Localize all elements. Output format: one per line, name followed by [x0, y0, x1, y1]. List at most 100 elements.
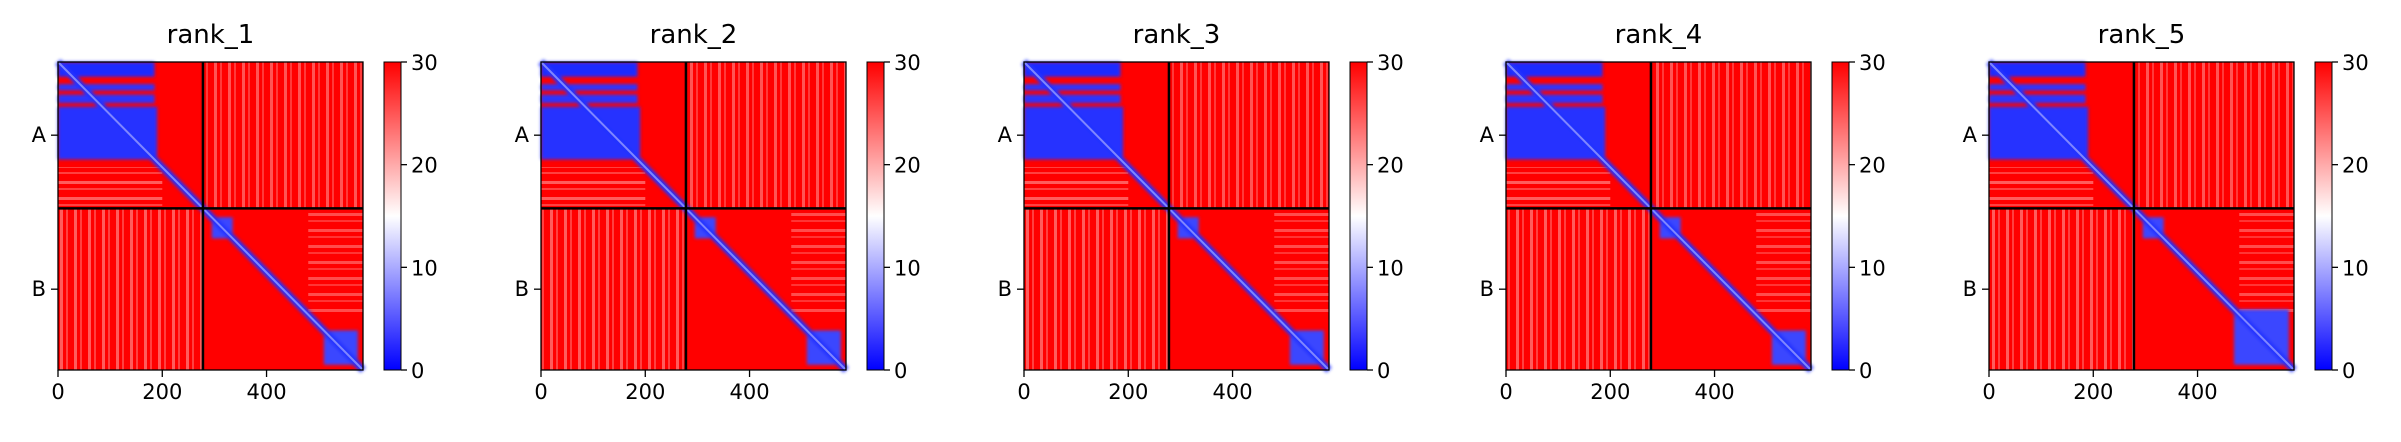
colorbar-tick-label: 20 — [1859, 154, 1886, 178]
heatmap-block-AB — [1169, 62, 1329, 209]
x-tick-label: 0 — [534, 380, 547, 404]
domain-block — [1506, 62, 1603, 77]
heatmap-block-BA — [1989, 209, 2134, 370]
colorbar-tick-label: 30 — [2342, 51, 2369, 75]
panel-title: rank_4 — [1615, 20, 1703, 50]
x-tick-label: 200 — [1108, 380, 1148, 404]
domain-block — [541, 62, 638, 77]
colorbar-tick-label: 10 — [2342, 256, 2369, 280]
diagonal-line — [1505, 61, 1812, 371]
heatmap-block-AB — [203, 62, 363, 209]
plot-frame — [1023, 61, 1330, 371]
colorbar — [383, 61, 402, 371]
diagonal-line — [57, 61, 364, 371]
colorbar-tick-label: 0 — [894, 359, 907, 383]
domain-block — [1024, 94, 1121, 104]
x-tick-label: 0 — [1982, 380, 1995, 404]
colorbar-tick-label: 0 — [1377, 359, 1390, 383]
x-tick-label: 200 — [1590, 380, 1630, 404]
colorbar-tick-label: 0 — [2342, 359, 2355, 383]
panel-rank_4: rank_4 0 200 400 A B 0 10 20 30 — [1480, 20, 1886, 404]
heatmap-block-BA — [1024, 209, 1169, 370]
heatmap-block-AB — [1651, 62, 1811, 209]
y-tick-label: B — [515, 277, 529, 301]
colorbar — [2314, 61, 2333, 371]
x-tick-label: 400 — [1695, 380, 1735, 404]
domain-block — [1989, 84, 2086, 91]
colorbar-tick-label: 30 — [411, 51, 438, 75]
domain-block — [58, 62, 155, 77]
colorbar — [1831, 61, 1850, 371]
heatmap-block-AB — [686, 62, 846, 209]
y-tick-label: A — [515, 123, 530, 147]
domain-block — [541, 84, 638, 91]
colorbar-tick-label: 30 — [1859, 51, 1886, 75]
heatmap-block-B-upper — [1756, 209, 1811, 315]
x-tick-label: 0 — [1499, 380, 1512, 404]
heatmap-block-B-upper — [1274, 209, 1329, 315]
colorbar-tick-label: 30 — [1377, 51, 1404, 75]
plot-frame — [57, 61, 364, 371]
diagonal-line — [1988, 61, 2295, 371]
heatmap-block-AB — [2134, 62, 2294, 209]
colorbar-tick-label: 10 — [1859, 256, 1886, 280]
x-tick-label: 200 — [142, 380, 182, 404]
heatmap-block-A-lower — [1506, 167, 1611, 209]
domain-block — [58, 84, 155, 91]
panel-title: rank_5 — [2098, 20, 2186, 50]
domain-block — [541, 94, 638, 104]
domain-block — [1989, 94, 2086, 104]
panel-title: rank_2 — [650, 20, 738, 50]
y-tick-label: B — [1963, 277, 1977, 301]
colorbar-tick-label: 20 — [894, 154, 921, 178]
colorbar-tick-label: 10 — [411, 256, 438, 280]
heatmap-block-B-upper — [2239, 209, 2294, 315]
y-tick-label: A — [1963, 123, 1978, 147]
plot-frame — [540, 61, 847, 371]
heatmap-block-B-upper — [308, 209, 363, 315]
domain-block — [1506, 84, 1603, 91]
heatmap-block-BA — [58, 209, 203, 370]
y-tick-label: A — [32, 123, 47, 147]
y-tick-label: A — [1480, 123, 1495, 147]
colorbar-tick-label: 10 — [1377, 256, 1404, 280]
colorbar-tick-label: 0 — [1859, 359, 1872, 383]
heatmap-block-A-lower — [1989, 167, 2094, 209]
domain-block — [1506, 94, 1603, 104]
diagonal-line — [1023, 61, 1330, 371]
colorbar-tick-label: 10 — [894, 256, 921, 280]
domain-block — [1989, 62, 2086, 77]
x-tick-label: 400 — [247, 380, 287, 404]
heatmap-block-BA — [541, 209, 686, 370]
heatmap-block-BA — [1506, 209, 1651, 370]
colorbar — [866, 61, 885, 371]
domain-block — [1024, 84, 1121, 91]
panel-rank_3: rank_3 0 200 400 A B 0 10 20 30 — [998, 20, 1404, 404]
heatmap-block-A-lower — [1024, 167, 1129, 209]
panel-rank_5: rank_5 0 200 400 A B 0 10 20 30 — [1963, 20, 2369, 404]
x-tick-label: 0 — [51, 380, 64, 404]
heatmap-block-A-lower — [58, 167, 163, 209]
plot-frame — [1505, 61, 1812, 371]
heatmap-block-A-lower — [541, 167, 646, 209]
colorbar — [1349, 61, 1368, 371]
x-tick-label: 400 — [1213, 380, 1253, 404]
x-tick-label: 400 — [2178, 380, 2218, 404]
panel-rank_1: rank_1 0 200 400 A B 0 10 20 30 — [32, 20, 438, 404]
x-tick-label: 200 — [2073, 380, 2113, 404]
domain-block — [1024, 62, 1121, 77]
x-tick-label: 400 — [730, 380, 770, 404]
panel-title: rank_3 — [1133, 20, 1221, 50]
heatmap-block-B-upper — [791, 209, 846, 315]
panel-rank_2: rank_2 0 200 400 A B 0 10 20 30 — [515, 20, 921, 404]
y-tick-label: B — [32, 277, 46, 301]
plot-frame — [1988, 61, 2295, 371]
panel-title: rank_1 — [167, 20, 255, 50]
y-tick-label: B — [1480, 277, 1494, 301]
colorbar-tick-label: 0 — [411, 359, 424, 383]
colorbar-tick-label: 20 — [2342, 154, 2369, 178]
colorbar-tick-label: 30 — [894, 51, 921, 75]
x-tick-label: 0 — [1017, 380, 1030, 404]
